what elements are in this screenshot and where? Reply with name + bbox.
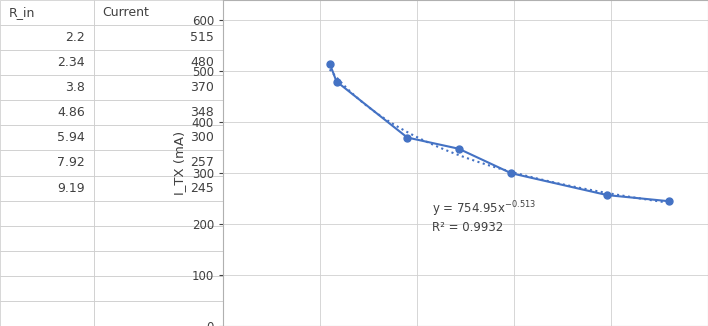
Text: 348: 348 <box>190 106 214 119</box>
Bar <box>0 175 93 200</box>
Text: 5.94: 5.94 <box>57 131 85 144</box>
Bar <box>93 226 223 251</box>
Bar <box>93 25 223 50</box>
Bar <box>93 251 223 276</box>
Bar <box>93 151 223 175</box>
Bar <box>0 226 93 251</box>
Bar <box>0 251 93 276</box>
Bar <box>0 50 93 75</box>
Text: R_in: R_in <box>9 6 35 19</box>
Bar <box>0 75 93 100</box>
Bar <box>0 25 93 50</box>
Text: 2.2: 2.2 <box>65 31 85 44</box>
Text: y = 754.95x$^{-0.513}$
R² = 0.9932: y = 754.95x$^{-0.513}$ R² = 0.9932 <box>432 199 536 234</box>
Bar <box>93 200 223 226</box>
Bar <box>93 75 223 100</box>
Bar <box>0 200 93 226</box>
Text: 480: 480 <box>190 56 214 69</box>
Bar <box>93 50 223 75</box>
Text: 2.34: 2.34 <box>57 56 85 69</box>
Bar <box>93 100 223 126</box>
Text: 4.86: 4.86 <box>57 106 85 119</box>
Bar <box>93 0 223 25</box>
Bar <box>93 276 223 301</box>
Text: 245: 245 <box>190 182 214 195</box>
Bar <box>0 0 93 25</box>
Text: Current: Current <box>103 6 149 19</box>
Text: 9.19: 9.19 <box>57 182 85 195</box>
Bar <box>93 126 223 151</box>
Text: 370: 370 <box>190 81 214 94</box>
Y-axis label: I_TX (mA): I_TX (mA) <box>173 131 186 195</box>
Bar <box>0 100 93 126</box>
Bar <box>0 301 93 326</box>
Bar <box>93 301 223 326</box>
Bar <box>0 276 93 301</box>
Bar <box>93 175 223 200</box>
Text: 300: 300 <box>190 131 214 144</box>
Text: 515: 515 <box>190 31 214 44</box>
Text: 3.8: 3.8 <box>65 81 85 94</box>
Bar <box>0 126 93 151</box>
Text: 257: 257 <box>190 156 214 170</box>
Bar <box>0 151 93 175</box>
Text: 7.92: 7.92 <box>57 156 85 170</box>
